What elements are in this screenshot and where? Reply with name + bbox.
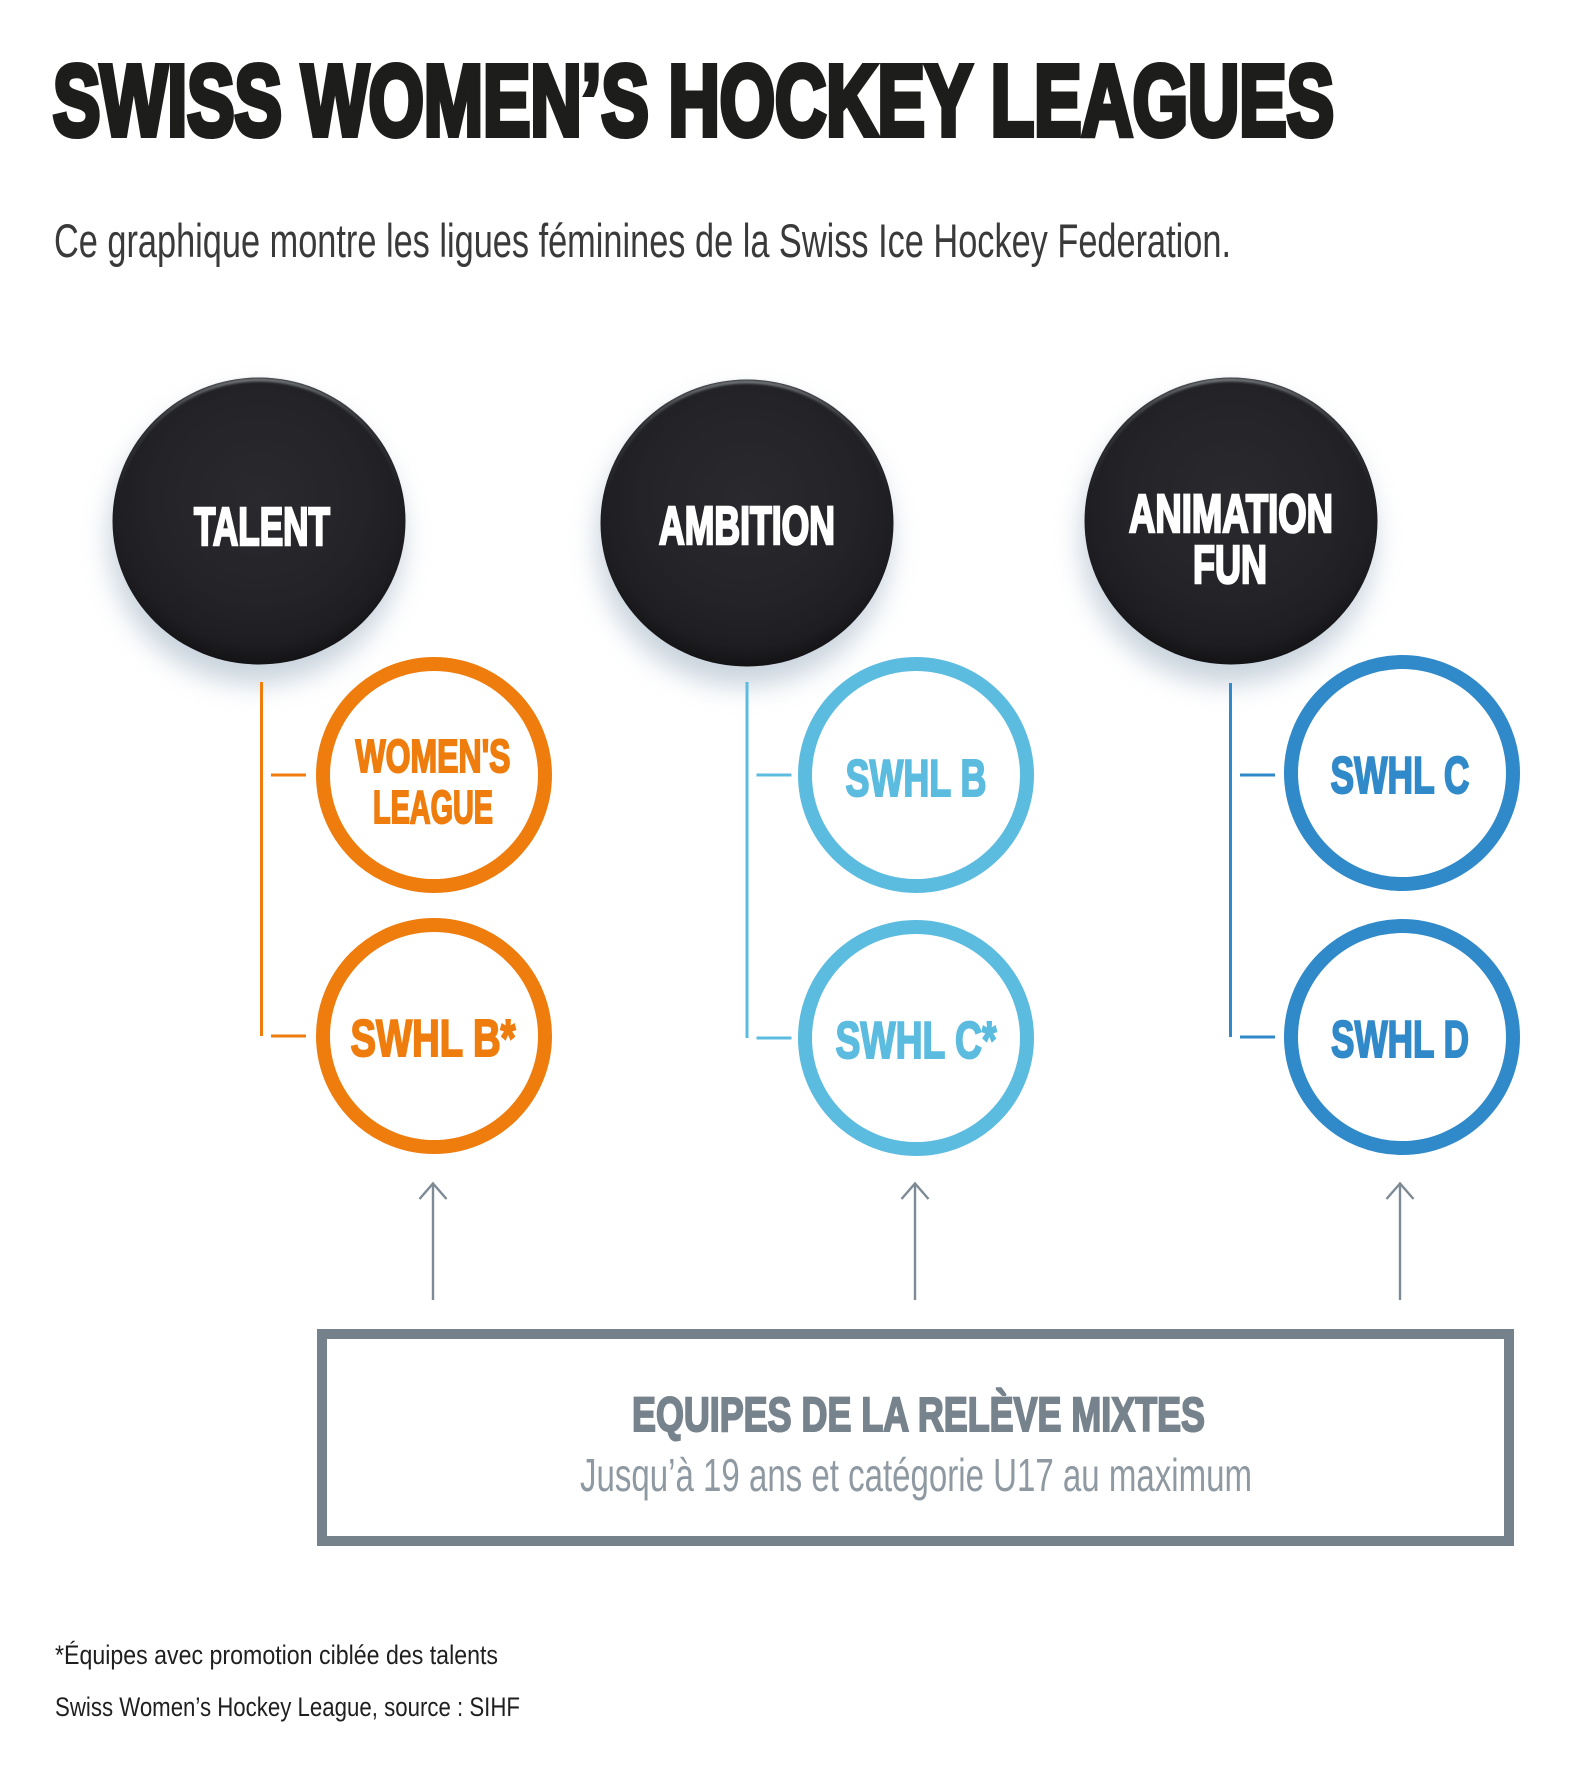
svg-text:*Équipes avec promotion ciblée: *Équipes avec promotion ciblée des talen… (55, 1640, 498, 1670)
svg-text:SWHL B*: SWHL B* (351, 1010, 517, 1068)
svg-text:AMBITION: AMBITION (659, 496, 835, 556)
svg-text:ANIMATION: ANIMATION (1129, 484, 1333, 544)
svg-text:SWHL B: SWHL B (846, 750, 987, 808)
svg-text:SWHL C*: SWHL C* (836, 1012, 998, 1070)
svg-text:Jusqu’à 19 ans et catégorie U1: Jusqu’à 19 ans et catégorie U17 au maxim… (580, 1449, 1252, 1501)
svg-text:LEAGUE: LEAGUE (373, 781, 493, 833)
svg-text:FUN: FUN (1193, 535, 1267, 595)
svg-text:EQUIPES DE LA RELÈVE MIXTES: EQUIPES DE LA RELÈVE MIXTES (632, 1388, 1205, 1442)
svg-text:TALENT: TALENT (194, 497, 330, 557)
svg-text:SWHL D: SWHL D (1331, 1011, 1469, 1069)
svg-text:Ce graphique montre les ligues: Ce graphique montre les ligues féminines… (54, 214, 1231, 267)
svg-text:SWHL C: SWHL C (1331, 747, 1470, 805)
svg-text:Swiss Women’s Hockey League, s: Swiss Women’s Hockey League, source : SI… (55, 1692, 520, 1722)
svg-text:SWISS WOMEN’S HOCKEY LEAGUES: SWISS WOMEN’S HOCKEY LEAGUES (53, 45, 1334, 157)
svg-text:WOMEN'S: WOMEN'S (356, 730, 511, 782)
